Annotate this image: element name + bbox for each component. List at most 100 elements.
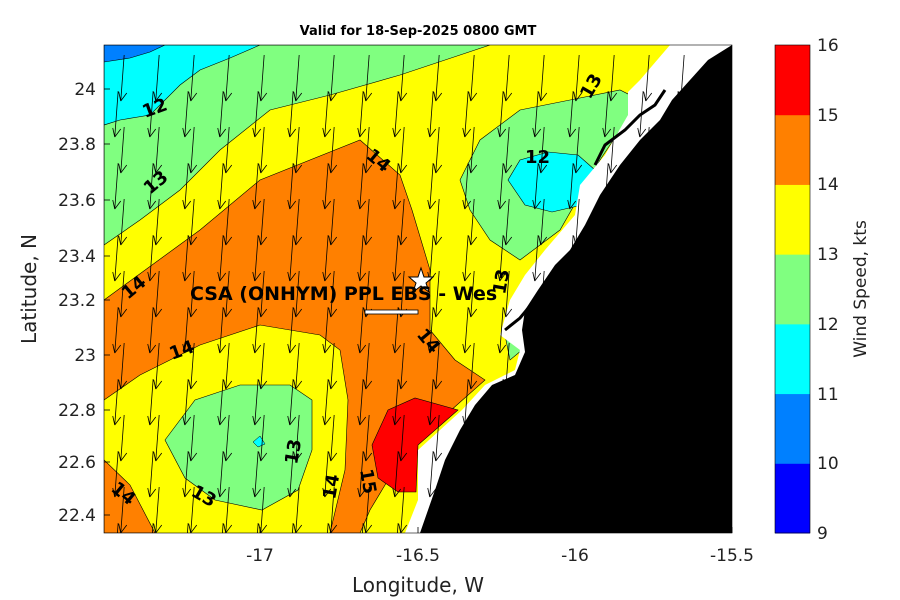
y-tick-label: 23.8 — [58, 135, 96, 155]
wind-arrow — [433, 54, 443, 102]
wind-arrow — [497, 378, 507, 426]
wind-arrow — [258, 54, 268, 102]
wind-arrow — [503, 198, 513, 246]
y-axis-label: Latitude, N — [17, 234, 41, 344]
wind-arrow — [678, 54, 688, 102]
wind-arrow — [118, 270, 128, 318]
wind-arrow — [322, 306, 332, 354]
wind-arrow — [567, 162, 577, 210]
wind-arrow — [287, 162, 297, 210]
wind-arrow — [433, 270, 443, 318]
wind-arrow — [713, 54, 723, 102]
wind-arrow — [397, 522, 399, 533]
wind-arrows — [112, 54, 723, 533]
wind-arrow — [328, 54, 338, 102]
colorbar-segment — [775, 45, 810, 116]
colorbar-tick-label: 16 — [817, 36, 839, 56]
wind-arrow — [497, 162, 507, 210]
wind-arrow — [322, 450, 332, 498]
wind-arrow — [398, 198, 408, 246]
wind-arrow — [153, 486, 163, 533]
wind-arrow — [153, 270, 163, 318]
wind-arrow — [462, 378, 472, 426]
wind-arrow — [462, 162, 472, 210]
colorbar-frame — [774, 44, 811, 534]
wind-arrow — [112, 450, 122, 498]
contour-label: 13 — [489, 268, 514, 296]
wind-arrow — [112, 162, 122, 210]
wind-arrow — [293, 342, 303, 390]
wind-arrow — [117, 522, 119, 533]
wind-arrow — [182, 234, 192, 282]
wind-arrow — [573, 198, 583, 246]
wind-arrow — [357, 90, 367, 138]
wind-arrow — [147, 378, 157, 426]
x-tick-label: -15.5 — [710, 546, 754, 566]
wind-arrow — [497, 234, 507, 282]
y-tick-label: 22.4 — [58, 506, 96, 526]
wind-arrow — [398, 126, 408, 174]
wind-arrow — [217, 306, 227, 354]
wind-arrow — [678, 126, 688, 174]
wind-arrow — [287, 306, 297, 354]
wind-arrow — [503, 342, 513, 390]
wind-arrow — [182, 306, 192, 354]
wind-arrow — [287, 450, 297, 498]
wind-arrow — [118, 126, 128, 174]
wind-arrow — [392, 162, 402, 210]
wind-arrow — [328, 414, 338, 462]
wind-arrow — [118, 198, 128, 246]
colorbar-segment — [775, 393, 810, 464]
wind-arrow — [427, 162, 437, 210]
x-tick-label: -16.5 — [396, 546, 440, 566]
y-tick-label: 23.6 — [58, 191, 96, 211]
wind-arrow — [608, 198, 618, 246]
wind-arrow — [293, 270, 303, 318]
band-12-13-northwest — [104, 45, 491, 246]
wind-arrow — [672, 90, 682, 138]
wind-arrow — [503, 270, 513, 318]
wind-arrow — [217, 90, 227, 138]
wind-arrow — [462, 306, 472, 354]
y-tick-label: 23 — [74, 346, 96, 366]
wind-arrow — [322, 90, 332, 138]
colorbar — [775, 45, 810, 534]
wind-arrow — [217, 450, 227, 498]
wind-arrow — [217, 162, 227, 210]
contour-label: 15 — [355, 467, 380, 495]
colorbar-tick-label: 11 — [817, 385, 839, 405]
wind-arrow — [147, 234, 157, 282]
wind-arrow — [392, 450, 402, 498]
x-tick-label: -16 — [561, 546, 589, 566]
wind-arrow — [182, 450, 192, 498]
wind-arrow — [433, 126, 443, 174]
wind-arrow — [427, 90, 437, 138]
band-14-15-southwest — [104, 459, 156, 533]
wind-arrow — [293, 198, 303, 246]
wind-arrow — [322, 234, 332, 282]
colorbar-tick-labels: 9 10 11 12 13 14 15 16 — [817, 36, 839, 544]
coastline-detail — [504, 89, 667, 332]
wind-arrow — [608, 54, 618, 102]
colorbar-tick-label: 14 — [817, 175, 839, 195]
wind-arrow — [503, 54, 513, 102]
wind-arrow — [188, 126, 198, 174]
wind-arrow — [153, 54, 163, 102]
wind-arrow — [328, 126, 338, 174]
wind-arrow — [293, 414, 303, 462]
colorbar-label: Wind Speed, kts — [851, 220, 871, 358]
x-tick-labels: -17 -16.5 -16 -15.5 — [246, 546, 754, 566]
wind-arrow — [328, 270, 338, 318]
wind-arrow — [293, 126, 303, 174]
wind-arrow — [567, 234, 577, 282]
wind-arrow — [258, 270, 268, 318]
wind-arrow — [363, 486, 373, 533]
wind-arrow — [112, 306, 122, 354]
colorbar-segment — [775, 254, 810, 325]
wind-arrow — [147, 450, 157, 498]
wind-arrow — [292, 522, 294, 533]
wind-arrow — [252, 306, 262, 354]
wind-arrow — [637, 162, 647, 210]
wind-arrow — [497, 306, 507, 354]
land-mass — [420, 45, 732, 533]
